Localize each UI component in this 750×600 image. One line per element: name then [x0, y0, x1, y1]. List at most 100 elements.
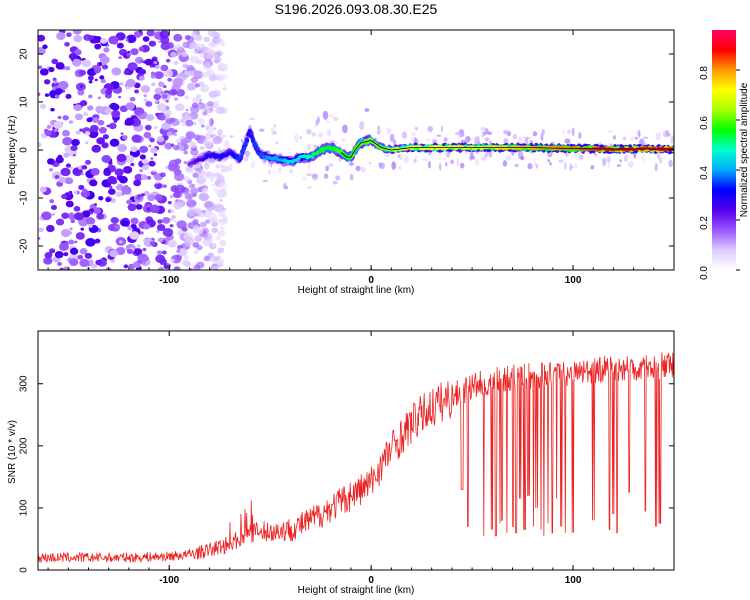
- snr-xtick-label: 0: [368, 575, 374, 586]
- noise-blob: [123, 166, 133, 174]
- noise-blob: [176, 220, 187, 229]
- noise-blob: [183, 255, 189, 260]
- noise-blob: [503, 129, 508, 135]
- noise-blob: [138, 46, 145, 52]
- noise-blob: [211, 91, 219, 98]
- noise-blob: [149, 241, 156, 246]
- noise-blob: [53, 121, 63, 130]
- noise-blob: [57, 115, 62, 120]
- noise-blob: [328, 113, 334, 118]
- noise-blob: [65, 200, 74, 208]
- noise-blob: [60, 167, 71, 177]
- noise-blob: [175, 103, 185, 112]
- noise-blob: [170, 258, 175, 263]
- noise-blob: [51, 58, 59, 65]
- noise-blob: [203, 36, 210, 43]
- noise-blob: [123, 70, 130, 75]
- noise-blob: [64, 42, 70, 47]
- noise-blob: [313, 124, 317, 128]
- spectrogram-xtick-label: 0: [368, 275, 374, 286]
- ridge-cell: [240, 149, 245, 153]
- noise-blob: [220, 226, 225, 231]
- noise-blob: [99, 75, 105, 80]
- noise-blob: [81, 165, 88, 170]
- noise-blob: [59, 267, 65, 270]
- noise-blob: [349, 174, 354, 181]
- noise-blob: [63, 266, 70, 270]
- noise-blob: [198, 211, 206, 218]
- noise-blob: [193, 226, 204, 235]
- snr-ytick-label: 100: [19, 499, 30, 516]
- noise-blob: [218, 211, 226, 218]
- colorbar-ticks: 0.0 0.2 0.4 0.6 0.8: [699, 66, 740, 280]
- noise-blob: [325, 165, 329, 172]
- noise-blob: [220, 63, 228, 70]
- noise-blob: [203, 62, 212, 70]
- noise-blob: [107, 176, 117, 184]
- noise-blob: [111, 67, 122, 76]
- noise-blob: [213, 203, 225, 213]
- noise-blob: [140, 193, 145, 197]
- noise-blob: [392, 139, 397, 145]
- noise-blob: [535, 163, 539, 169]
- noise-blob: [134, 248, 143, 255]
- noise-blob: [210, 176, 216, 181]
- noise-blob: [65, 240, 69, 244]
- noise-blob: [130, 217, 139, 225]
- snr-ytick-label: 200: [19, 437, 30, 454]
- noise-blob: [73, 212, 84, 221]
- noise-blob: [207, 100, 214, 107]
- noise-blob: [77, 166, 82, 170]
- noise-blob: [173, 201, 183, 210]
- noise-blob: [547, 159, 551, 163]
- noise-blob: [213, 101, 220, 107]
- noise-blob: [157, 81, 165, 87]
- noise-blob: [326, 120, 330, 123]
- noise-blob: [219, 73, 228, 81]
- noise-blob: [642, 154, 645, 164]
- noise-blob: [643, 136, 648, 139]
- noise-blob: [162, 216, 171, 224]
- noise-blob: [436, 134, 442, 137]
- ridge-cell: [393, 149, 398, 152]
- noise-blob: [89, 179, 98, 187]
- noise-blob: [135, 204, 143, 210]
- noise-blob: [294, 133, 299, 143]
- noise-blob: [65, 177, 74, 185]
- noise-blob: [215, 235, 222, 241]
- noise-blob: [201, 187, 209, 194]
- noise-blob: [96, 213, 104, 220]
- noise-blob: [38, 142, 42, 148]
- noise-blob: [176, 138, 182, 143]
- noise-blob: [101, 142, 109, 149]
- noise-blob: [205, 219, 211, 224]
- noise-blob: [153, 60, 158, 65]
- noise-blob: [205, 201, 216, 211]
- noise-blob: [157, 237, 164, 243]
- noise-blob: [192, 97, 201, 104]
- noise-blob: [449, 141, 452, 144]
- noise-blob: [186, 199, 197, 208]
- noise-blob: [91, 144, 102, 153]
- noise-blob: [182, 63, 189, 69]
- noise-blob: [79, 85, 83, 88]
- noise-blob: [85, 159, 91, 165]
- noise-blob: [207, 30, 217, 38]
- noise-blob: [70, 120, 74, 124]
- noise-blob: [139, 113, 143, 116]
- noise-blob: [195, 35, 203, 42]
- noise-blob: [117, 144, 127, 153]
- noise-blob: [123, 264, 129, 269]
- noise-blob: [146, 175, 152, 180]
- noise-blob: [176, 249, 181, 253]
- ridge-cell: [552, 148, 557, 151]
- noise-blob: [88, 94, 93, 99]
- noise-blob: [41, 211, 52, 221]
- noise-blob: [102, 134, 109, 140]
- noise-blob: [150, 74, 156, 79]
- noise-blob: [48, 66, 55, 73]
- noise-blob: [130, 146, 138, 153]
- noise-blob: [55, 62, 65, 70]
- noise-blob: [97, 119, 105, 126]
